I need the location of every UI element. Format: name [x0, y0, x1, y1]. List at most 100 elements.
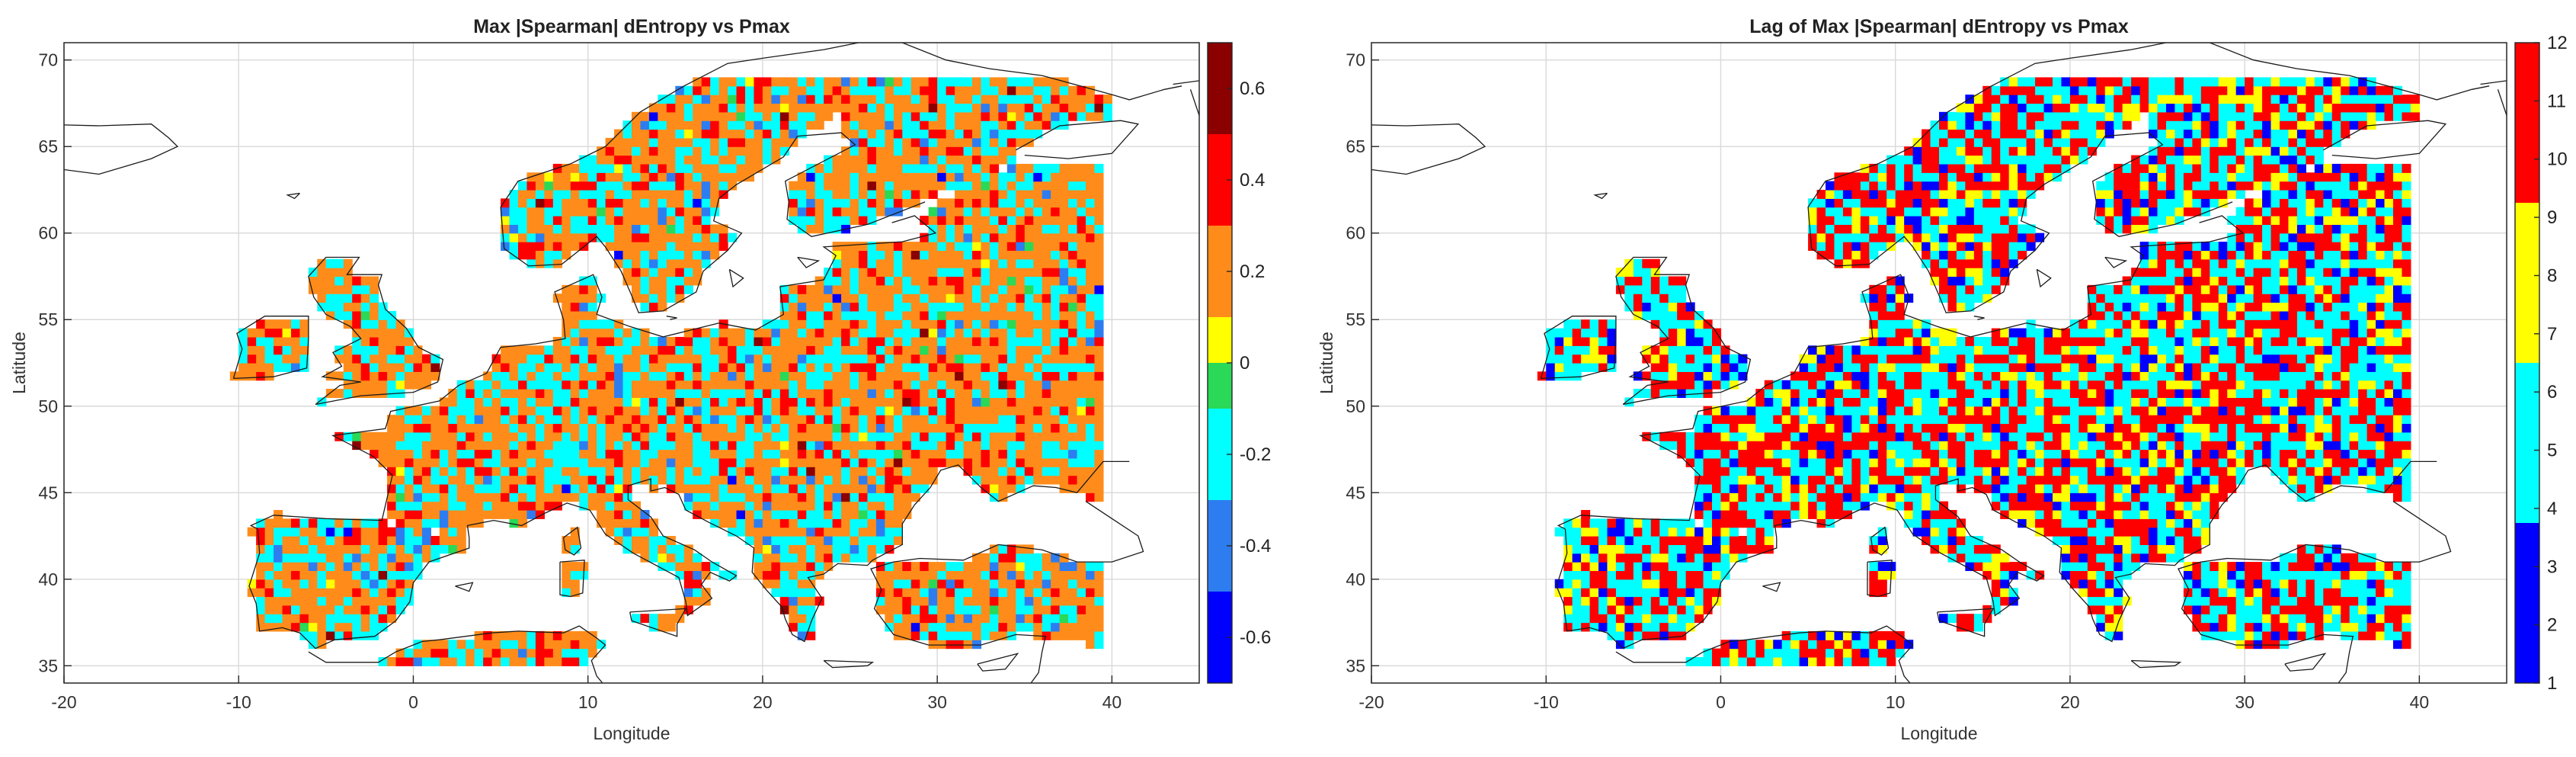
heatmap-cell — [448, 518, 458, 528]
heatmap-cell — [1712, 648, 1722, 658]
heatmap-cell — [789, 310, 798, 320]
heatmap-cell — [1939, 527, 1949, 537]
heatmap-cell — [867, 95, 877, 104]
heatmap-cell — [666, 242, 676, 252]
heatmap-cell — [1016, 449, 1026, 459]
heatmap-cell — [264, 319, 274, 329]
heatmap-cell — [710, 467, 720, 476]
heatmap-cell — [841, 380, 851, 390]
heatmap-cell — [1589, 614, 1599, 624]
heatmap-cell — [1808, 640, 1818, 650]
heatmap-cell — [2306, 630, 2315, 640]
heatmap-cell — [343, 570, 353, 580]
heatmap-cell — [648, 216, 658, 225]
heatmap-cell — [317, 553, 327, 563]
heatmap-cell — [405, 336, 414, 346]
heatmap-cell — [754, 336, 763, 346]
heatmap-cell — [562, 198, 571, 208]
heatmap-cell — [683, 129, 693, 139]
heatmap-cell — [666, 397, 676, 407]
heatmap-cell — [981, 302, 990, 312]
heatmap-cell — [972, 614, 982, 624]
heatmap-cell — [518, 457, 528, 467]
heatmap-cell — [789, 328, 798, 338]
heatmap-cell — [430, 449, 440, 459]
heatmap-cell — [405, 509, 414, 519]
heatmap-cell — [718, 380, 728, 390]
heatmap-cell — [1834, 630, 1844, 640]
heatmap-cell — [597, 233, 606, 242]
heatmap-cell — [920, 129, 930, 139]
heatmap-cell — [405, 406, 414, 415]
heatmap-cell — [2183, 544, 2193, 554]
heatmap-cell — [806, 501, 816, 511]
heatmap-cell — [282, 614, 292, 624]
heatmap-cell — [754, 492, 763, 502]
heatmap-cell — [2192, 588, 2202, 598]
heatmap-cell — [2314, 605, 2324, 614]
heatmap-cell — [814, 441, 824, 451]
heatmap-cell — [2183, 536, 2193, 545]
heatmap-cell — [875, 518, 885, 528]
heatmap-cell — [736, 406, 746, 415]
heatmap-cell — [282, 345, 292, 355]
heatmap-cell — [928, 457, 938, 467]
heatmap-cell — [395, 449, 405, 459]
heatmap-cell — [989, 363, 999, 372]
heatmap-cell — [570, 648, 580, 658]
heatmap-cell — [771, 397, 781, 407]
heatmap-cell — [1042, 397, 1051, 407]
heatmap-cell — [797, 596, 807, 606]
heatmap-cell — [1982, 553, 1992, 563]
heatmap-cell — [2227, 614, 2237, 624]
heatmap-cell — [937, 389, 947, 398]
heatmap-cell — [736, 328, 746, 338]
heatmap-cell — [448, 406, 458, 415]
heatmap-cell — [570, 242, 580, 252]
heatmap-cell — [832, 483, 842, 493]
heatmap-cell — [1668, 605, 1678, 614]
heatmap-cell — [1024, 189, 1034, 199]
heatmap-cell — [928, 640, 938, 650]
heatmap-cell — [771, 527, 781, 537]
heatmap-cell — [1956, 536, 1966, 545]
heatmap-cell — [352, 579, 362, 589]
heatmap-cell — [875, 250, 885, 260]
heatmap-cell — [518, 250, 528, 260]
heatmap-cell — [1033, 163, 1043, 173]
heatmap-cell — [736, 415, 746, 425]
heatmap-cell — [587, 345, 597, 355]
heatmap-cell — [579, 630, 589, 640]
heatmap-cell — [885, 284, 894, 294]
heatmap-cell — [920, 77, 930, 87]
heatmap-cell — [946, 85, 955, 95]
heatmap-cell — [867, 284, 877, 294]
heatmap-cell — [483, 656, 493, 666]
heatmap-cell — [902, 622, 912, 632]
heatmap-cell — [2393, 570, 2403, 580]
heatmap-cell — [1877, 648, 1887, 658]
heatmap-cell — [675, 363, 685, 372]
heatmap-cell — [2393, 605, 2403, 614]
heatmap-cell — [632, 189, 642, 199]
heatmap-cell — [334, 579, 344, 589]
heatmap-cell — [526, 198, 536, 208]
heatmap-cell — [1094, 276, 1104, 286]
heatmap-cell — [998, 492, 1008, 502]
coastline — [466, 460, 1130, 643]
heatmap-cell — [552, 181, 562, 191]
heatmap-cell — [466, 457, 475, 467]
heatmap-cell — [1895, 640, 1905, 650]
heatmap-cell — [963, 605, 973, 614]
heatmap-cell — [972, 111, 982, 121]
heatmap-cell — [614, 431, 624, 441]
heatmap-cell — [658, 475, 667, 485]
heatmap-cell — [1024, 345, 1034, 355]
heatmap-cell — [1659, 527, 1669, 537]
heatmap-cell — [1677, 562, 1687, 572]
heatmap-cell — [885, 103, 894, 113]
heatmap-cell — [806, 293, 816, 303]
heatmap-cell — [885, 95, 894, 104]
heatmap-cell — [728, 146, 738, 156]
